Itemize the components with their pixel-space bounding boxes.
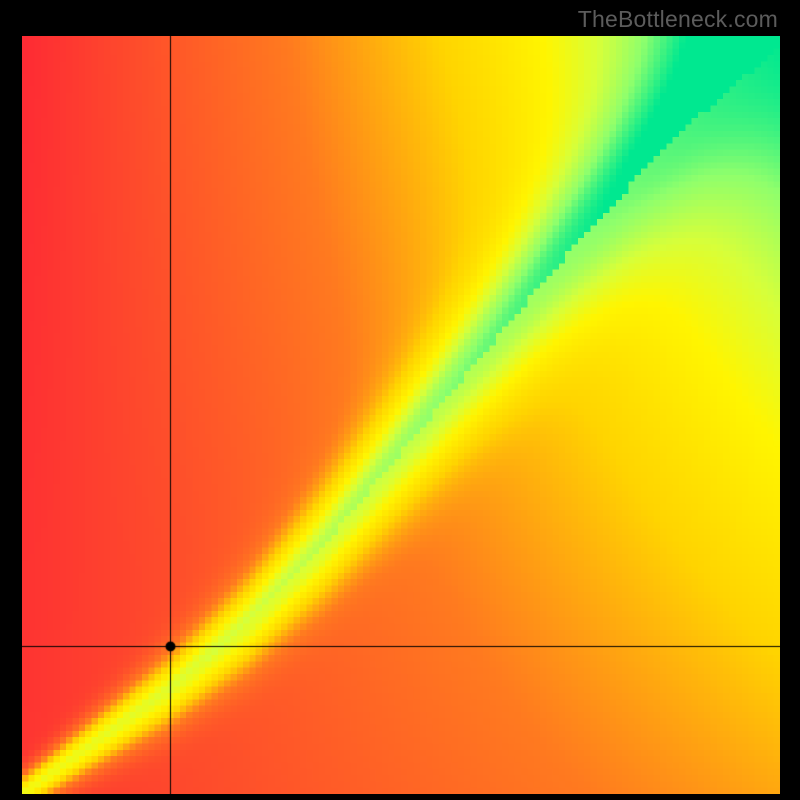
heatmap-canvas (22, 36, 780, 794)
plot-frame (22, 36, 780, 794)
chart-container: TheBottleneck.com (0, 0, 800, 800)
watermark-text: TheBottleneck.com (578, 6, 778, 33)
